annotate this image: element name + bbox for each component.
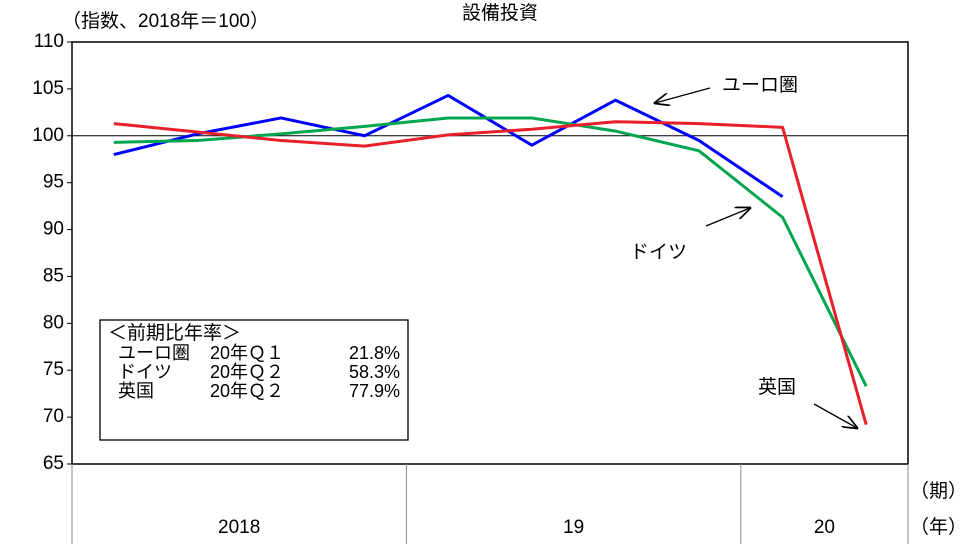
series-annotation: ドイツ (630, 242, 687, 263)
series-annotation: 英国 (758, 376, 796, 398)
note-cell: ドイツ (118, 362, 172, 382)
y-tick-label: 100 (32, 125, 64, 146)
x-group-label: 19 (563, 517, 584, 538)
y-tick-label: 85 (43, 265, 64, 286)
note-cell: ユーロ圏 (118, 343, 190, 363)
chart-title: 設備投資 (462, 2, 538, 24)
plot-area (71, 41, 909, 465)
x-axis-label: （期） (910, 480, 967, 502)
y-tick-label: 95 (43, 172, 64, 193)
note-cell: 20年Ｑ２ (210, 381, 284, 401)
annotation-arrow (813, 403, 857, 428)
note-cell: 20年Ｑ１ (210, 343, 284, 363)
x-axis-label: （年） (910, 516, 967, 538)
note-cell: 20年Ｑ２ (210, 362, 284, 382)
series-line (113, 120, 868, 426)
y-tick-label: 65 (43, 453, 64, 474)
note-cell: 77.9% (349, 381, 400, 401)
series-line (113, 93, 784, 198)
note-cell: 21.8% (349, 343, 400, 363)
y-tick-label: 75 (43, 359, 64, 380)
y-tick-label: 110 (34, 31, 64, 52)
y-tick-label: 105 (32, 78, 64, 99)
series-annotation: ユーロ圏 (722, 75, 798, 96)
y-tick-label: 90 (43, 219, 64, 240)
x-group-label: 20 (814, 517, 835, 538)
x-group-label: 2018 (218, 517, 260, 538)
y-tick-label: 80 (43, 312, 64, 333)
y-axis-label: （指数、2018年＝100） (62, 10, 269, 32)
note-box (99, 319, 409, 441)
annotation-arrow (705, 208, 750, 227)
annotation-arrow (655, 87, 711, 103)
note-cell: 58.3% (349, 362, 400, 382)
note-title: ＜前期比年率＞ (108, 322, 241, 344)
y-tick-label: 70 (43, 406, 64, 427)
note-cell: 英国 (118, 381, 154, 401)
